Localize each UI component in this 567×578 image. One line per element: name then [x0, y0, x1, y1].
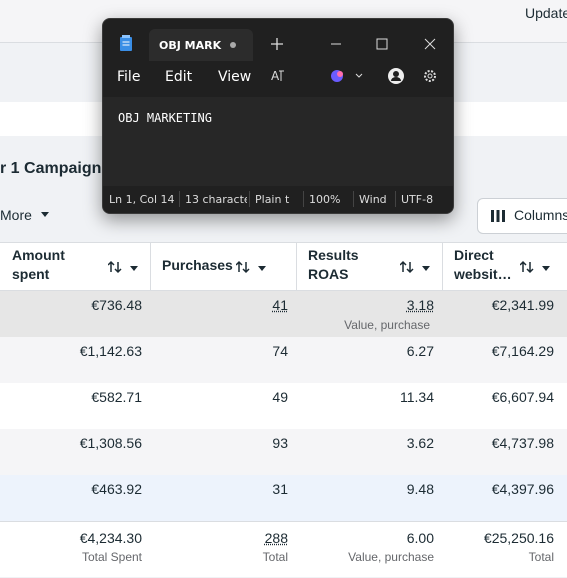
cell: 3.18: [407, 297, 434, 313]
column-header: Direct websit…: [454, 246, 522, 284]
column-divider: [442, 243, 443, 290]
unsaved-dot: [229, 41, 237, 49]
column-header: Results ROAS: [308, 246, 378, 284]
cell: 6.27: [407, 343, 434, 359]
status-item: 100%: [309, 193, 349, 206]
status-bar: Ln 1, Col 14 13 characte Plain t 100% Wind UT…: [103, 186, 453, 213]
cell: 41: [272, 297, 288, 313]
cell: 49: [272, 389, 288, 405]
total-label: Value, purchase: [348, 550, 434, 564]
cell: 3.62: [407, 435, 434, 451]
tab[interactable]: OBJ MARK: [149, 29, 253, 61]
cell: €1,308.56: [80, 435, 142, 451]
column-header: Amount spent: [12, 246, 84, 284]
total-label: Total: [529, 550, 554, 564]
column-header: Purchases: [162, 256, 242, 275]
column-divider: [150, 243, 151, 290]
cell: €7,164.29: [492, 343, 554, 359]
sort-icon[interactable]: [400, 260, 430, 274]
sort-icon[interactable]: [108, 260, 138, 274]
svg-text:A: A: [271, 69, 280, 83]
cell: 93: [272, 435, 288, 451]
status-item: UTF-8: [401, 193, 441, 206]
cell: €736.48: [91, 297, 142, 313]
sort-icon[interactable]: [236, 260, 266, 274]
notepad-window: OBJ MARK File Edit View A OBJ MARKETING Ln…: [102, 18, 454, 214]
status-divider: [249, 191, 250, 207]
title-controls: [269, 37, 454, 51]
cell: 11.34: [400, 389, 434, 405]
cell: €582.71: [91, 389, 142, 405]
total-label: Total: [263, 550, 288, 564]
caret: [41, 212, 49, 217]
text-area[interactable]: OBJ MARKETING: [103, 97, 453, 186]
total-value: €4,234.30: [80, 530, 142, 546]
tab-title: OBJ MARK: [159, 39, 221, 52]
menu-item[interactable]: Edit: [165, 69, 192, 85]
status-divider: [179, 191, 180, 207]
columns-label: Columns: [514, 207, 567, 223]
cell: 9.48: [407, 481, 434, 497]
more-button[interactable]: More: [0, 207, 32, 223]
status-divider: [395, 191, 396, 207]
total-value: 288: [265, 530, 288, 546]
cell: 74: [272, 343, 288, 359]
cell: €1,142.63: [80, 343, 142, 359]
notepad-icon: [119, 35, 133, 52]
columns-button[interactable]: Columns: [477, 198, 567, 234]
campaign-title: r 1 Campaign: [0, 160, 101, 178]
status-item: Ln 1, Col 14: [109, 193, 175, 206]
status-divider: [303, 191, 304, 207]
cell: €2,341.99: [492, 297, 554, 313]
menu-item[interactable]: File: [117, 69, 140, 85]
content: OBJ MARKETING: [118, 111, 212, 125]
status-item: 13 characte: [185, 193, 247, 206]
columns-icon: [490, 209, 506, 223]
status-item: Plain t: [255, 193, 299, 206]
status-item: Wind: [359, 193, 391, 206]
status-divider: [353, 191, 354, 207]
total-value: €25,250.16: [484, 530, 554, 546]
column-divider: [296, 243, 297, 290]
cell-note: Value, purchase: [344, 318, 430, 332]
cell: €4,397.96: [492, 481, 554, 497]
toolbar-icons: A: [269, 67, 449, 85]
total-label: Total Spent: [82, 550, 142, 564]
total-value: 6.00: [407, 530, 434, 546]
cell: €4,737.98: [492, 435, 554, 451]
cell: €463.92: [91, 481, 142, 497]
menu-item[interactable]: View: [218, 69, 251, 85]
sort-icon[interactable]: [520, 260, 550, 274]
cell: €6,607.94: [492, 389, 554, 405]
update-button[interactable]: Update: [525, 5, 567, 21]
cell: 31: [272, 481, 288, 497]
data-table: Amount spent Purchases Results ROAS Direct …: [0, 242, 567, 577]
